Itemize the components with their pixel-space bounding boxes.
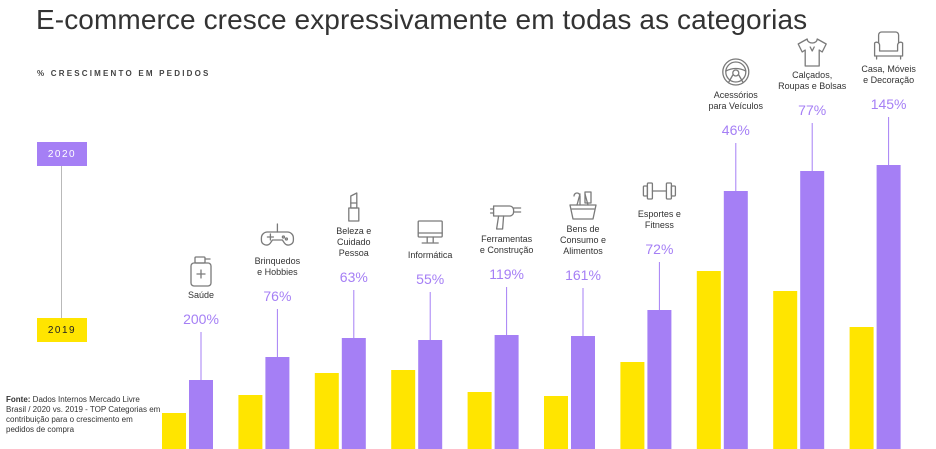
shopping-basket-icon (569, 191, 597, 220)
category-label-1: Saúde (188, 290, 214, 300)
armchair-icon (873, 31, 904, 60)
medicine-bottle-icon (190, 256, 212, 287)
bar-2019-9 (773, 291, 798, 449)
category-label-9: Calçados, Roupas e Bolsas (778, 70, 847, 91)
source-note: Fonte: Dados Internos Mercado Livre Bras… (6, 395, 161, 435)
growth-label-6: 161% (565, 267, 601, 283)
drill-icon (489, 205, 522, 230)
steering-wheel-icon (722, 58, 750, 86)
category-label-4: Informática (408, 250, 453, 260)
bar-2019-6 (544, 396, 568, 449)
category-label-5: Ferramentas e Construção (480, 234, 534, 255)
growth-label-9: 77% (798, 102, 826, 118)
category-label-10: Casa, Móveis e Decoração (861, 64, 916, 85)
legend-2020: 2020 (37, 142, 87, 166)
bar-2019-3 (314, 373, 339, 449)
growth-label-3: 63% (340, 269, 368, 285)
gamepad-icon (260, 223, 295, 246)
growth-label-8: 46% (722, 122, 750, 138)
growth-label-7: 72% (645, 241, 673, 257)
bar-2020-1 (189, 380, 213, 449)
category-label-6: Bens de Consumo e Alimentos (560, 224, 606, 256)
category-label-8: Acessórios para Veículos (709, 90, 764, 111)
lipstick-icon (348, 192, 360, 222)
bar-2020-9 (800, 171, 825, 449)
bar-2020-4 (418, 340, 443, 449)
bar-2019-5 (467, 392, 492, 449)
chart-subtitle: % CRESCIMENTO EM PEDIDOS (37, 69, 211, 78)
bar-2020-7 (647, 310, 672, 449)
bar-2019-1 (162, 413, 186, 449)
growth-label-5: 119% (489, 266, 524, 282)
bar-2020-8 (723, 191, 748, 449)
dumbbell-icon (642, 182, 677, 200)
growth-label-10: 145% (871, 96, 907, 112)
chart-title: E-commerce cresce expressivamente em tod… (36, 4, 808, 35)
category-label-3: Beleza e Cuidado Pessoa (336, 226, 371, 258)
growth-label-1: 200% (183, 311, 219, 327)
bar-2020-6 (571, 336, 595, 449)
source-label: Fonte: (6, 395, 31, 404)
bar-2020-5 (494, 335, 519, 449)
category-label-2: Brinquedos e Hobbies (255, 256, 301, 277)
bar-2019-7 (620, 362, 645, 449)
legend-connector-line (61, 166, 62, 318)
bar-2020-10 (876, 165, 901, 449)
bar-2019-4 (391, 370, 416, 449)
growth-label-2: 76% (263, 288, 291, 304)
bar-2019-10 (849, 327, 874, 449)
bar-2019-8 (696, 271, 721, 449)
legend-2019: 2019 (37, 318, 87, 342)
category-label-7: Esportes e Fitness (638, 209, 681, 230)
bar-2020-3 (341, 338, 366, 449)
source-text: Dados Internos Mercado Livre Brasil / 20… (6, 395, 161, 434)
bar-2020-2 (265, 357, 290, 449)
bar-2019-2 (238, 395, 263, 449)
growth-label-4: 55% (416, 271, 444, 287)
t-shirt-icon (797, 38, 827, 67)
monitor-icon (417, 220, 443, 244)
